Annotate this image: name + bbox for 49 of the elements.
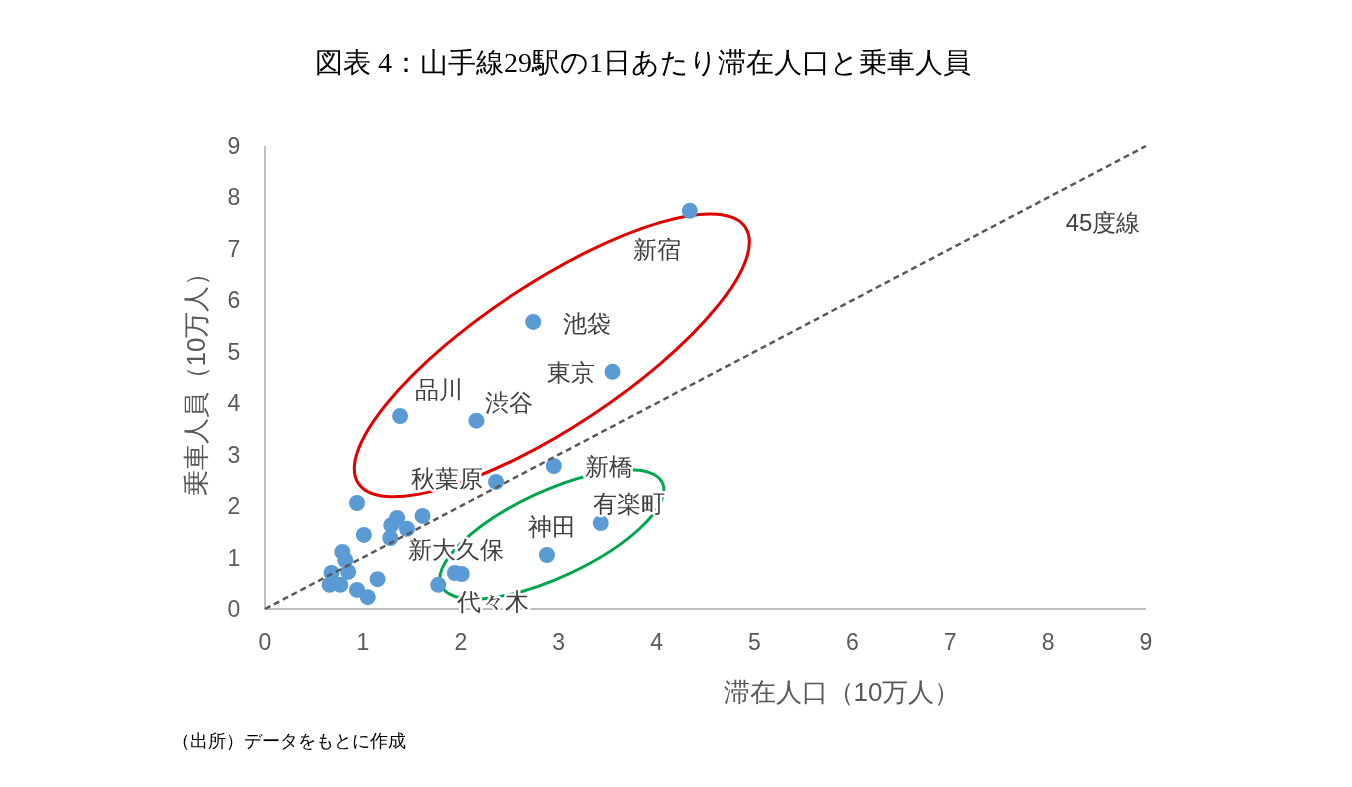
series-label: 45度線 — [1065, 208, 1141, 236]
y-tick-label: 4 — [227, 390, 241, 417]
annotation: 品川 — [415, 375, 464, 403]
point — [525, 313, 542, 330]
point — [355, 526, 372, 543]
point — [604, 363, 621, 380]
y-tick-label: 1 — [227, 544, 241, 571]
y-tick-label: 3 — [227, 441, 241, 468]
annotation: 新宿 — [632, 236, 681, 264]
point — [349, 495, 366, 512]
point — [468, 412, 485, 429]
x-tick-label: 2 — [454, 629, 468, 655]
y-tick-label: 6 — [227, 287, 241, 314]
x-axis-title: 滞在人口（10万人） — [723, 677, 961, 707]
text: （出所）データをもとに作成 — [172, 731, 406, 751]
point — [359, 589, 376, 606]
point — [430, 576, 447, 593]
annotation: 渋谷 — [485, 389, 534, 417]
point — [414, 507, 431, 524]
point — [349, 581, 366, 598]
x-tick-label: 1 — [356, 629, 370, 655]
point — [488, 473, 505, 490]
annotation: 神田 — [527, 513, 576, 541]
y-tick-label: 9 — [227, 133, 241, 159]
x-tick-label: 5 — [748, 629, 761, 655]
y-tick-label: 2 — [227, 493, 241, 520]
y-tick-label: 8 — [227, 184, 241, 211]
point — [681, 202, 698, 219]
x-tick-label: 8 — [1041, 629, 1055, 655]
annotation: 池袋 — [563, 310, 612, 338]
x-tick-label: 4 — [650, 629, 664, 655]
point — [398, 520, 415, 537]
y-tick-label: 0 — [227, 596, 241, 622]
point — [545, 457, 562, 474]
point — [382, 530, 399, 547]
y-axis-title: 乗車人員（10万人） — [181, 259, 211, 497]
x-tick-label: 7 — [943, 629, 957, 655]
point — [592, 515, 609, 532]
y-tick-label: 5 — [227, 338, 241, 365]
annotation: 東京 — [546, 359, 595, 387]
x-tick-label: 6 — [845, 629, 859, 655]
chart-title: 図表 4：山手線29駅の1日あたり滞在人口と乗車人員 — [315, 46, 971, 78]
point — [538, 546, 555, 563]
x-tick-label: 0 — [258, 629, 272, 655]
point — [369, 571, 386, 588]
y-tick-label: 7 — [227, 235, 241, 262]
point — [392, 408, 409, 425]
x-tick-label: 3 — [552, 629, 566, 655]
x-tick-label: 9 — [1139, 629, 1153, 655]
